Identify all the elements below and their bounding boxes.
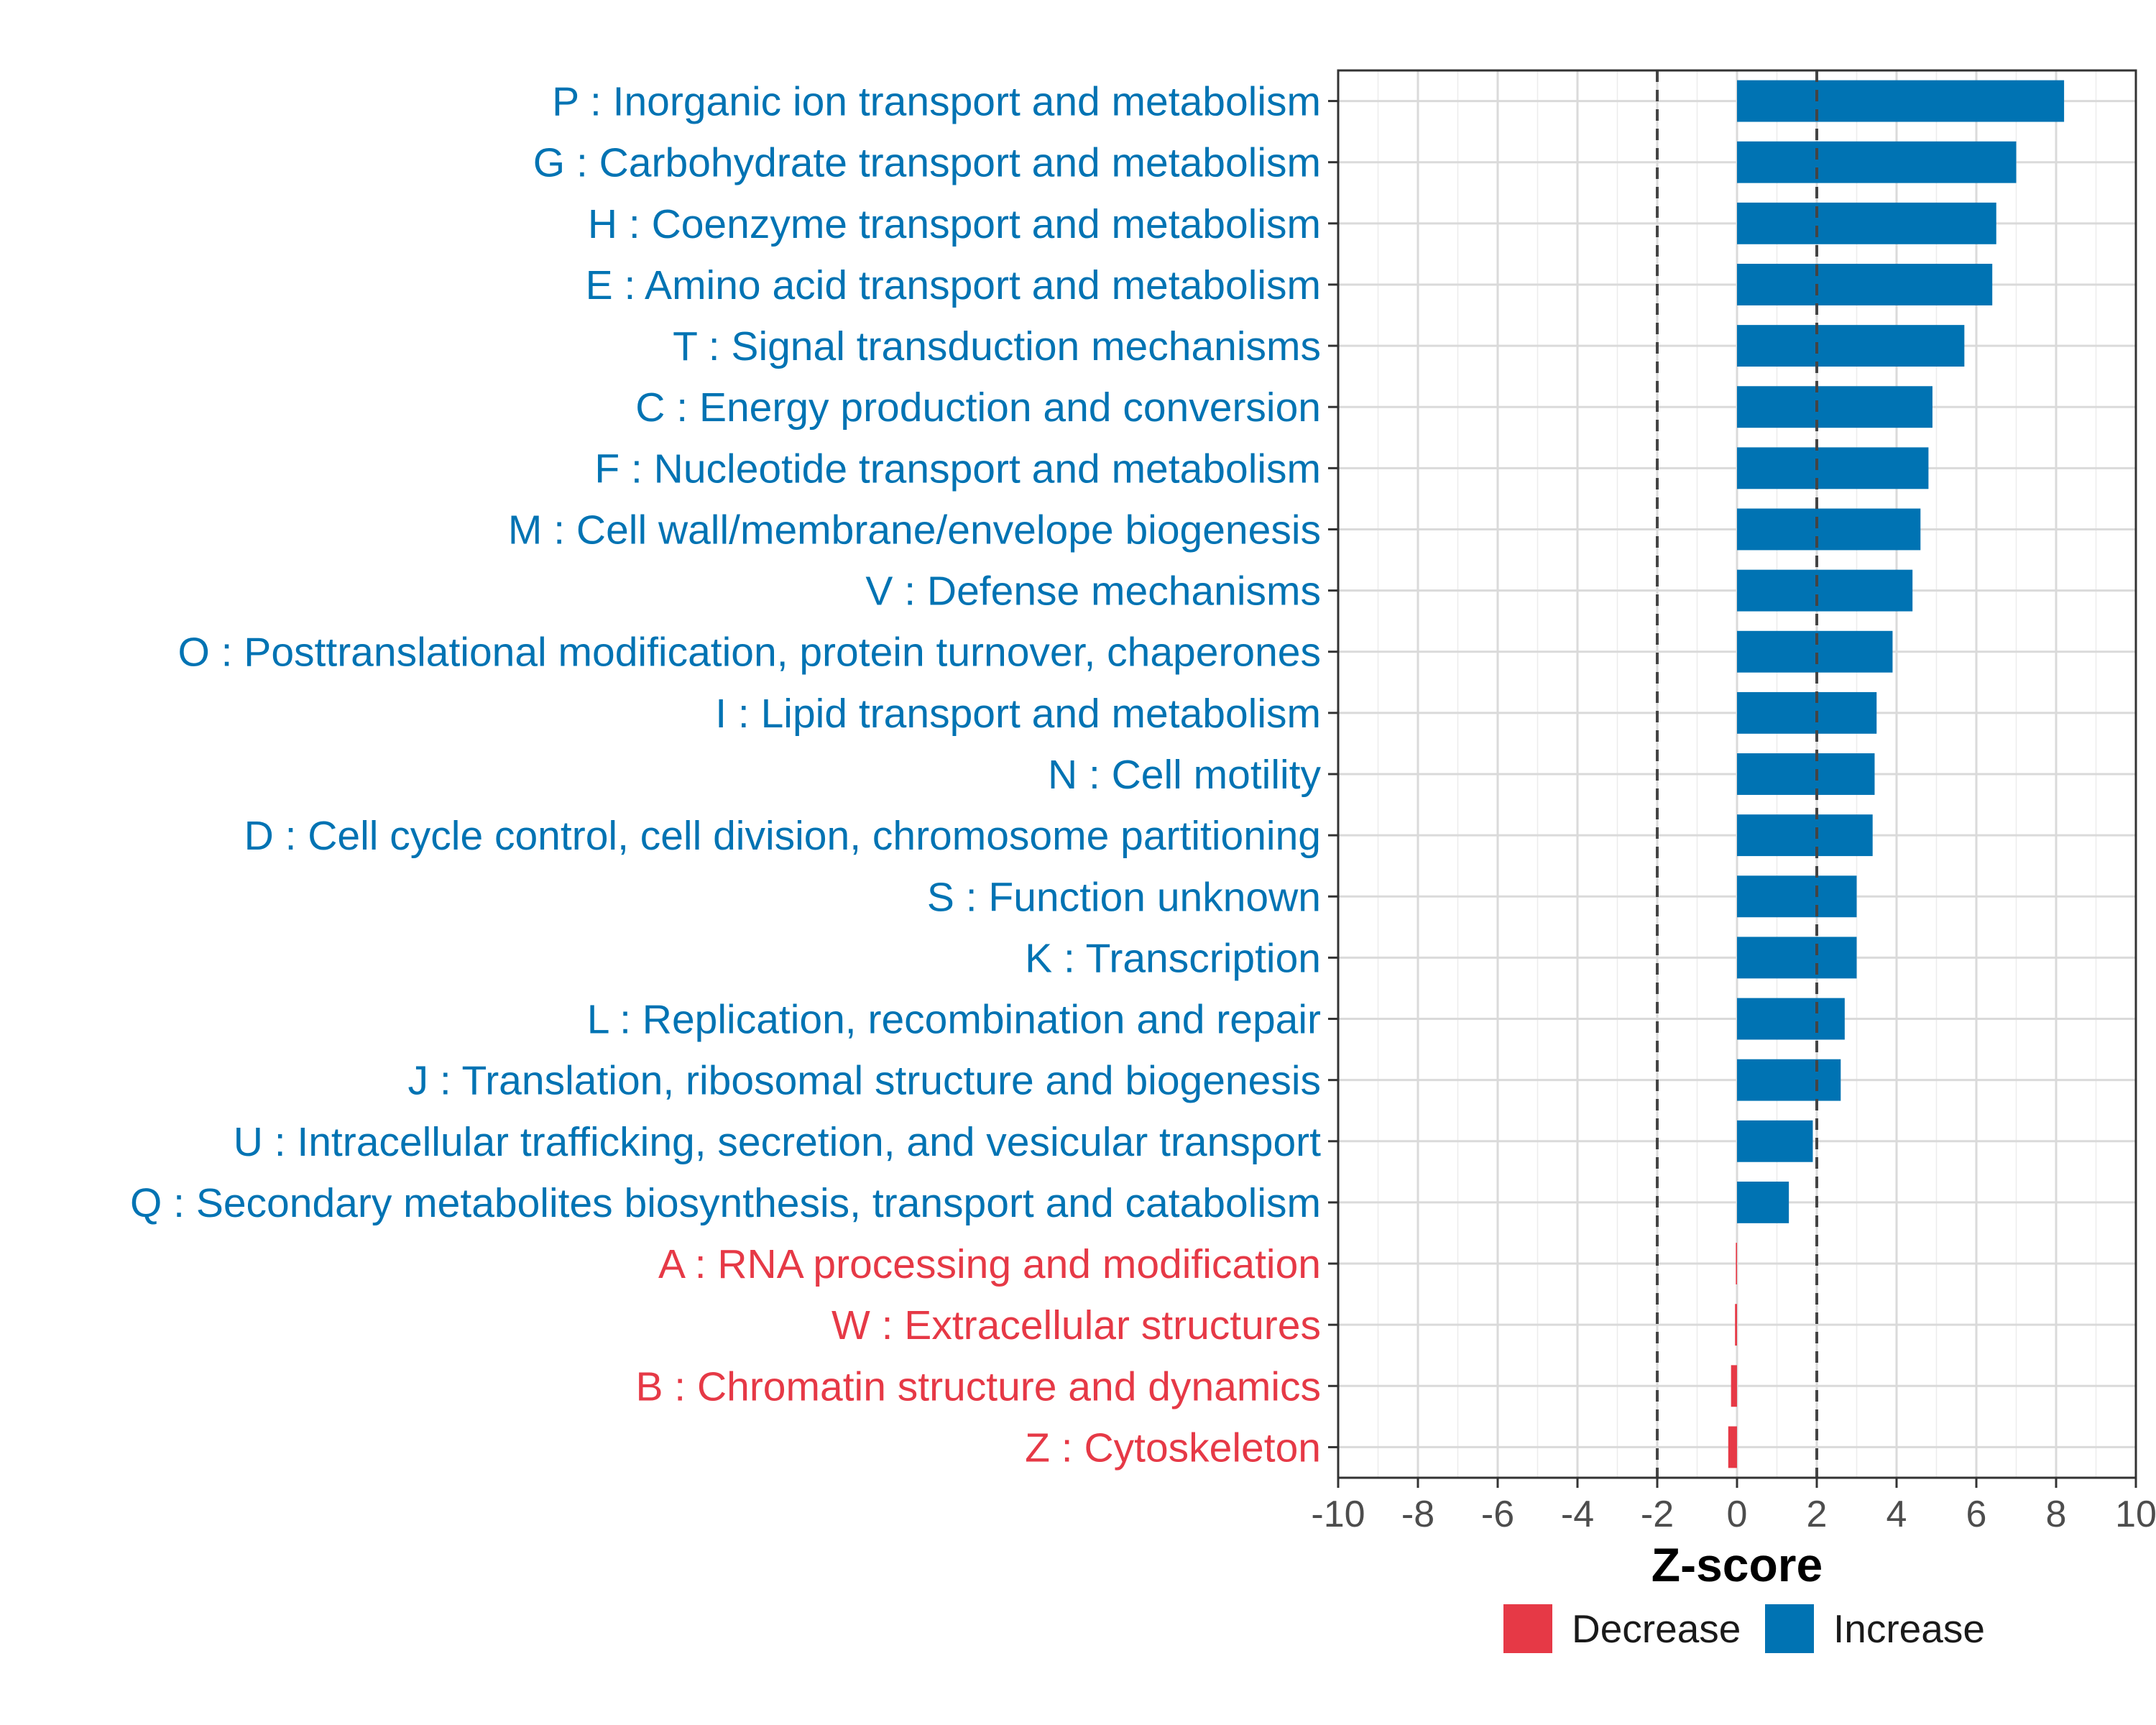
bar xyxy=(1737,386,1932,428)
category-label: G : Carbohydrate transport and metabolis… xyxy=(533,140,1321,186)
category-label: P : Inorganic ion transport and metaboli… xyxy=(552,79,1321,125)
x-tick-label: -8 xyxy=(1401,1494,1434,1535)
category-label: L : Replication, recombination and repai… xyxy=(587,997,1321,1043)
x-tick-label: 6 xyxy=(1966,1494,1987,1535)
category-label: F : Nucleotide transport and metabolism xyxy=(594,446,1321,492)
bar xyxy=(1737,691,1877,734)
category-label: E : Amino acid transport and metabolism xyxy=(586,262,1321,308)
threshold-lines xyxy=(1656,70,1818,1478)
x-axis-title: Z-score xyxy=(1651,1538,1823,1591)
bar xyxy=(1735,1304,1737,1346)
legend: Decrease Increase xyxy=(1503,1604,1985,1653)
bar xyxy=(1737,325,1965,367)
bar xyxy=(1737,141,2017,183)
y-axis-labels: P : Inorganic ion transport and metaboli… xyxy=(130,79,1322,1471)
category-label: B : Chromatin structure and dynamics xyxy=(635,1363,1321,1409)
bar xyxy=(1737,80,2065,122)
category-label: N : Cell motility xyxy=(1048,752,1322,798)
bar xyxy=(1737,1120,1813,1162)
category-label: A : RNA processing and modification xyxy=(658,1241,1321,1287)
x-tick-label: 8 xyxy=(2046,1494,2067,1535)
x-tick-label: 10 xyxy=(2115,1494,2156,1535)
bar xyxy=(1737,937,1857,979)
x-axis-ticks xyxy=(1337,1478,2137,1488)
bar xyxy=(1737,630,1893,673)
bar xyxy=(1737,202,1996,244)
category-label: C : Energy production and conversion xyxy=(635,385,1321,431)
category-label: H : Coenzyme transport and metabolism xyxy=(588,201,1321,247)
category-label: Z : Cytoskeleton xyxy=(1025,1425,1321,1471)
legend-key xyxy=(1503,1604,1552,1653)
category-label: O : Posttranslational modification, prot… xyxy=(178,630,1321,676)
category-label: M : Cell wall/membrane/envelope biogenes… xyxy=(508,507,1321,553)
category-label: W : Extracellular structures xyxy=(831,1302,1321,1348)
bar xyxy=(1731,1365,1737,1407)
x-tick-label: -4 xyxy=(1561,1494,1594,1535)
bar xyxy=(1737,875,1857,918)
bars xyxy=(1728,80,2065,1468)
legend-label: Increase xyxy=(1833,1606,1985,1651)
x-tick-label: 0 xyxy=(1727,1494,1748,1535)
x-tick-label: 2 xyxy=(1807,1494,1828,1535)
category-label: D : Cell cycle control, cell division, c… xyxy=(244,813,1321,859)
x-tick-label: -10 xyxy=(1311,1494,1365,1535)
x-tick-label: -2 xyxy=(1641,1494,1674,1535)
bar xyxy=(1737,1181,1789,1223)
bar xyxy=(1736,1243,1737,1284)
category-label: Q : Secondary metabolites biosynthesis, … xyxy=(130,1180,1321,1226)
legend-key xyxy=(1765,1604,1814,1653)
x-tick-label: 4 xyxy=(1886,1494,1907,1535)
category-label: U : Intracellular trafficking, secretion… xyxy=(234,1119,1321,1165)
category-label: I : Lipid transport and metabolism xyxy=(715,691,1321,737)
bar xyxy=(1737,753,1875,795)
category-label: S : Function unknown xyxy=(927,874,1321,920)
bar xyxy=(1737,998,1845,1040)
bar xyxy=(1737,1059,1841,1101)
bar xyxy=(1737,264,1993,305)
category-label: V : Defense mechanisms xyxy=(865,569,1321,615)
category-label: K : Transcription xyxy=(1025,935,1321,981)
x-tick-label: -6 xyxy=(1481,1494,1514,1535)
category-label: T : Signal transduction mechanisms xyxy=(673,323,1321,369)
bar xyxy=(1737,569,1913,612)
category-label: J : Translation, ribosomal structure and… xyxy=(408,1058,1321,1104)
legend-label: Decrease xyxy=(1572,1606,1741,1651)
y-axis-ticks xyxy=(1328,100,1338,1448)
x-axis-labels: -10 -8 -6 -4 -2 0 2 4 6 8 10 xyxy=(1311,1494,2156,1535)
bar xyxy=(1737,508,1921,551)
bar xyxy=(1737,447,1929,489)
bar xyxy=(1737,814,1873,857)
bar xyxy=(1728,1426,1737,1468)
